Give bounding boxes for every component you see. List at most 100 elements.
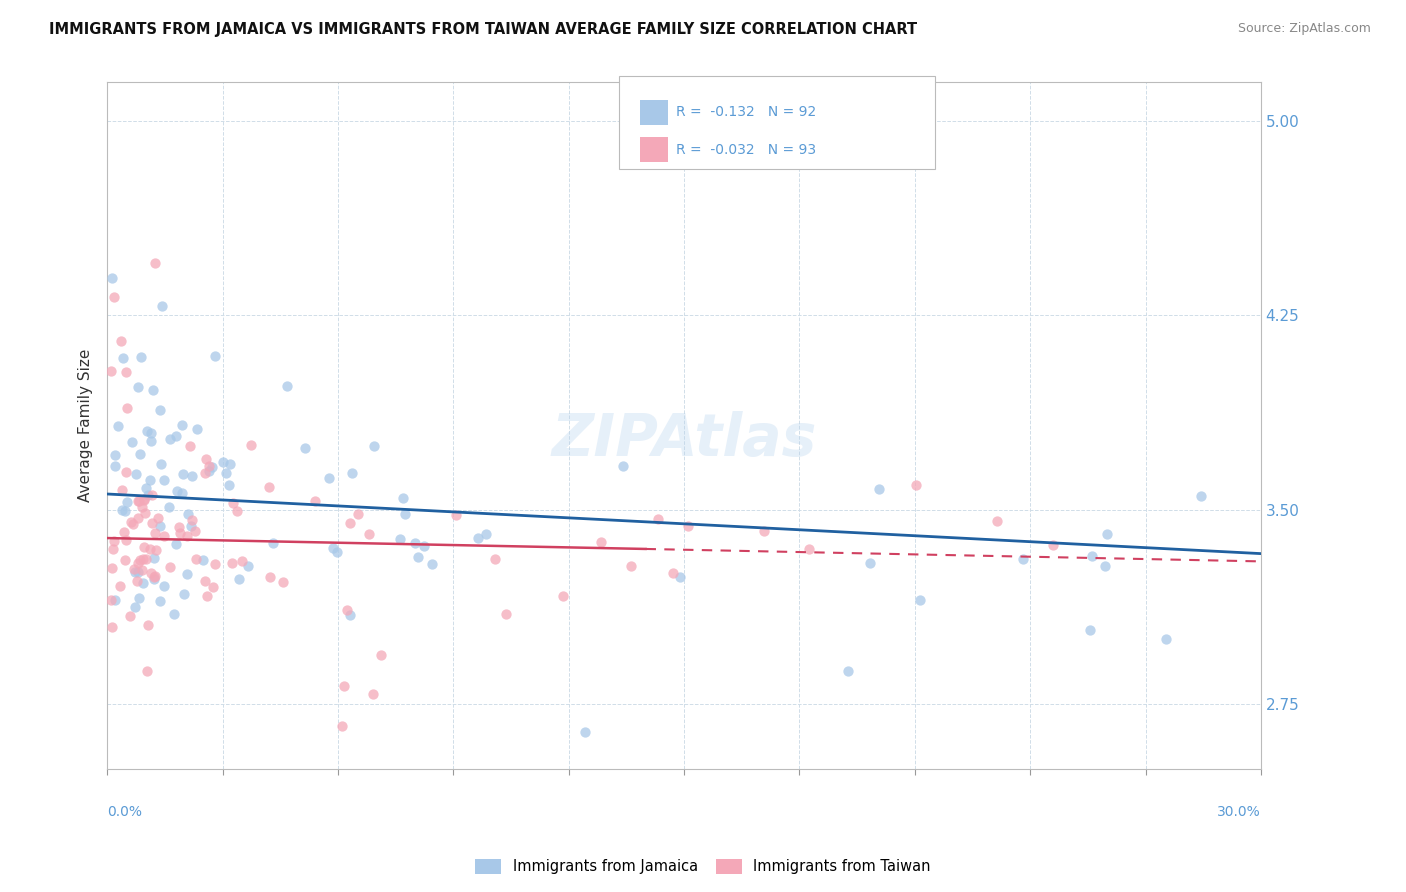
Point bbox=[420, 557, 443, 571]
Point bbox=[179, 439, 201, 453]
Point bbox=[172, 467, 194, 482]
Point bbox=[111, 483, 134, 497]
Point bbox=[135, 481, 157, 495]
Point bbox=[181, 513, 204, 527]
Point bbox=[132, 576, 155, 591]
Point bbox=[231, 554, 253, 568]
Point bbox=[101, 620, 124, 634]
Point bbox=[1012, 552, 1035, 566]
Point bbox=[591, 534, 613, 549]
Point bbox=[176, 566, 198, 581]
Point bbox=[859, 556, 882, 570]
Point bbox=[122, 562, 145, 576]
Point bbox=[221, 556, 243, 570]
Point bbox=[620, 558, 643, 573]
Point bbox=[100, 364, 122, 378]
Text: IMMIGRANTS FROM JAMAICA VS IMMIGRANTS FROM TAIWAN AVERAGE FAMILY SIZE CORRELATIO: IMMIGRANTS FROM JAMAICA VS IMMIGRANTS FR… bbox=[49, 22, 917, 37]
Point bbox=[120, 608, 142, 623]
Point bbox=[131, 563, 153, 577]
Point bbox=[103, 534, 125, 549]
Point bbox=[143, 569, 166, 583]
Point bbox=[340, 466, 363, 480]
Point bbox=[129, 350, 152, 364]
Point bbox=[574, 725, 596, 739]
Point bbox=[662, 566, 685, 580]
Point bbox=[336, 603, 359, 617]
Point bbox=[128, 493, 150, 508]
Point bbox=[225, 504, 247, 518]
Point bbox=[204, 349, 226, 363]
Point bbox=[484, 552, 506, 566]
Point bbox=[149, 403, 172, 417]
Point bbox=[142, 384, 165, 398]
Point bbox=[370, 648, 392, 662]
Point bbox=[110, 579, 132, 593]
Point bbox=[404, 535, 426, 549]
Point bbox=[363, 438, 385, 452]
Point bbox=[127, 493, 149, 508]
Point bbox=[318, 471, 340, 485]
Point bbox=[495, 607, 517, 621]
Point bbox=[551, 589, 574, 603]
Point bbox=[257, 480, 280, 494]
Point bbox=[101, 270, 124, 285]
Point bbox=[124, 565, 146, 579]
Point bbox=[304, 494, 326, 508]
Point bbox=[333, 679, 356, 693]
Point bbox=[186, 422, 208, 436]
Point bbox=[141, 516, 163, 530]
Point bbox=[150, 299, 173, 313]
Point bbox=[339, 516, 361, 531]
Point bbox=[1097, 526, 1119, 541]
Point bbox=[127, 556, 149, 570]
Point bbox=[394, 507, 416, 521]
Point bbox=[392, 491, 415, 506]
Point bbox=[131, 551, 153, 566]
Point bbox=[107, 418, 129, 433]
Point bbox=[239, 438, 262, 452]
Point bbox=[259, 570, 281, 584]
Point bbox=[125, 467, 148, 482]
Point bbox=[752, 524, 775, 538]
Point bbox=[195, 589, 218, 603]
Point bbox=[131, 500, 153, 515]
Point bbox=[184, 551, 207, 566]
Point bbox=[136, 424, 159, 438]
Point bbox=[361, 687, 384, 701]
Text: R =  -0.132   N = 92: R = -0.132 N = 92 bbox=[676, 105, 817, 120]
Point bbox=[215, 466, 238, 480]
Point bbox=[1042, 537, 1064, 551]
Point bbox=[908, 593, 931, 607]
Point bbox=[139, 473, 162, 487]
Point bbox=[1078, 623, 1101, 637]
Point bbox=[228, 572, 250, 586]
Point bbox=[128, 591, 150, 605]
Point bbox=[332, 719, 354, 733]
Point bbox=[669, 570, 692, 584]
Point bbox=[136, 618, 159, 632]
Point bbox=[170, 486, 193, 500]
Point bbox=[194, 466, 217, 480]
Point bbox=[141, 566, 163, 580]
Point bbox=[112, 525, 135, 540]
Point bbox=[103, 290, 125, 304]
Point bbox=[142, 570, 165, 584]
Point bbox=[325, 545, 347, 559]
Point bbox=[129, 447, 152, 461]
Point bbox=[180, 518, 202, 533]
Point bbox=[120, 516, 142, 530]
Text: R =  -0.032   N = 93: R = -0.032 N = 93 bbox=[676, 143, 817, 157]
Point bbox=[103, 593, 125, 607]
Point bbox=[141, 488, 163, 502]
Point bbox=[115, 465, 138, 479]
Point bbox=[114, 504, 136, 518]
Point bbox=[406, 549, 429, 564]
Point bbox=[389, 533, 412, 547]
Point bbox=[166, 483, 188, 498]
Point bbox=[905, 478, 928, 492]
Text: ZIPAtlas: ZIPAtlas bbox=[551, 410, 817, 467]
Point bbox=[165, 537, 187, 551]
Point bbox=[115, 401, 138, 415]
Point bbox=[612, 459, 634, 474]
Point bbox=[121, 434, 143, 449]
